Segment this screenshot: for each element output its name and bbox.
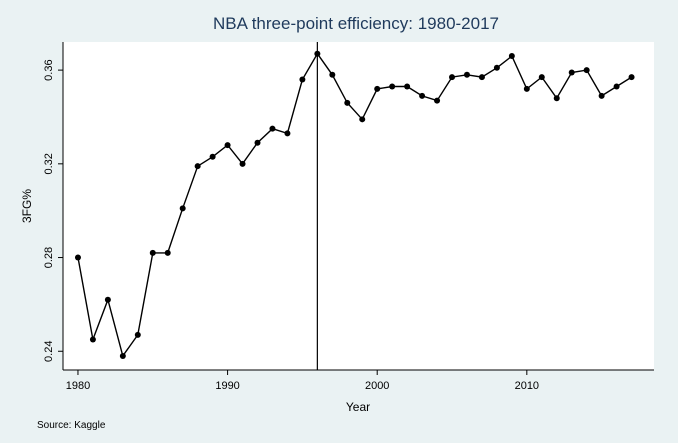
data-point — [194, 163, 201, 170]
y-tick-label: 0.32 — [43, 153, 55, 174]
x-tick-label: 1990 — [215, 380, 239, 392]
data-point — [89, 336, 96, 343]
data-point — [493, 64, 500, 71]
x-tick-label: 2000 — [365, 380, 389, 392]
data-point — [434, 97, 441, 104]
data-point — [149, 249, 156, 256]
data-point — [284, 130, 291, 137]
data-point — [613, 83, 620, 90]
data-point — [389, 83, 396, 90]
plot-area — [63, 42, 654, 370]
y-tick-label: 0.24 — [43, 341, 55, 362]
data-point — [254, 139, 261, 146]
data-point — [463, 71, 470, 78]
data-point — [269, 125, 276, 132]
series-group — [74, 50, 635, 359]
data-point — [419, 92, 426, 99]
data-point — [209, 153, 216, 160]
data-point — [538, 74, 545, 81]
data-point — [164, 249, 171, 256]
data-point — [449, 74, 456, 81]
data-point — [478, 74, 485, 81]
data-point — [299, 76, 306, 83]
data-point — [583, 67, 590, 74]
data-point — [404, 83, 411, 90]
data-point — [314, 50, 321, 57]
y-tick-label: 0.36 — [43, 59, 55, 80]
data-point — [224, 142, 231, 149]
chart-title: NBA three-point efficiency: 1980-2017 — [213, 14, 499, 33]
data-point — [329, 71, 336, 78]
y-tick-label: 0.28 — [43, 247, 55, 268]
source-note: Source: Kaggle — [37, 420, 106, 431]
data-point — [374, 85, 381, 92]
data-point — [553, 95, 560, 102]
axes: 1980 1990 2000 2010 0.24 0.28 0.32 0.36 — [43, 42, 654, 392]
data-point — [598, 92, 605, 99]
x-tick-label: 1980 — [66, 380, 90, 392]
data-point — [119, 352, 126, 359]
x-tick-label: 2010 — [515, 380, 539, 392]
data-point — [523, 85, 530, 92]
x-axis-label: Year — [346, 400, 370, 414]
data-point — [508, 53, 515, 60]
data-point — [359, 116, 366, 123]
data-point — [344, 99, 351, 106]
data-point — [239, 160, 246, 167]
y-axis-label: 3FG% — [20, 189, 34, 223]
data-point — [134, 331, 141, 338]
data-point — [568, 69, 575, 76]
series-line — [77, 52, 632, 358]
data-point — [628, 74, 635, 81]
data-point — [179, 205, 186, 212]
data-point — [104, 296, 111, 303]
data-point — [74, 254, 81, 261]
